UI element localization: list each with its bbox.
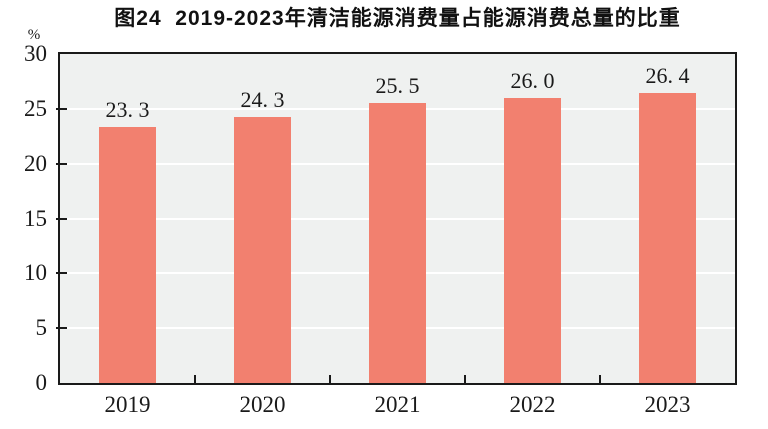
y-axis-label: 10 [24,260,47,286]
y-axis-tick [56,272,67,275]
x-axis-tick [194,375,196,383]
y-axis-label: 30 [24,41,47,66]
x-axis-tick [599,375,601,383]
plot-area: 23. 3 24. 3 25. 5 26. 0 26. 4 [56,52,737,385]
x-axis-label: 2019 [104,392,151,417]
bar-value-label: 23. 3 [105,97,150,123]
x-axis-tick-labels: 2019 2020 2021 2022 2023 [60,391,735,421]
x-axis-label: 2022 [509,392,556,417]
bar-value-label: 24. 3 [240,86,285,112]
y-axis-label: 0 [35,370,48,395]
y-axis-unit-label: % [27,27,41,43]
chart-title: 图24 2019-2023年清洁能源消费量占能源消费总量的比重 [114,7,681,30]
y-axis-tick [56,107,67,110]
bar-value-label: 26. 4 [645,63,690,89]
bar-2023 [639,93,696,383]
x-axis-label: 2020 [239,392,286,417]
y-axis-tick [56,217,67,220]
bar-2021 [369,103,426,383]
y-axis-tick [56,162,67,165]
x-axis-tick [464,375,466,383]
bar-value-label: 25. 5 [375,73,420,99]
bar-2020 [234,116,291,383]
x-axis-tick [329,375,331,383]
y-axis-label: 5 [35,315,48,341]
y-axis-tick-labels: 0 5 10 15 20 25 30 [0,0,48,429]
y-axis-label: 25 [24,95,47,121]
bar-2022 [504,97,561,383]
y-axis-label: 20 [24,150,47,176]
y-axis-tick [56,327,67,330]
y-axis-label: 15 [24,205,47,231]
bar-2019 [99,127,156,383]
x-axis-label: 2021 [374,392,421,417]
x-axis-label: 2023 [644,392,691,417]
bar-value-label: 26. 0 [510,67,555,93]
